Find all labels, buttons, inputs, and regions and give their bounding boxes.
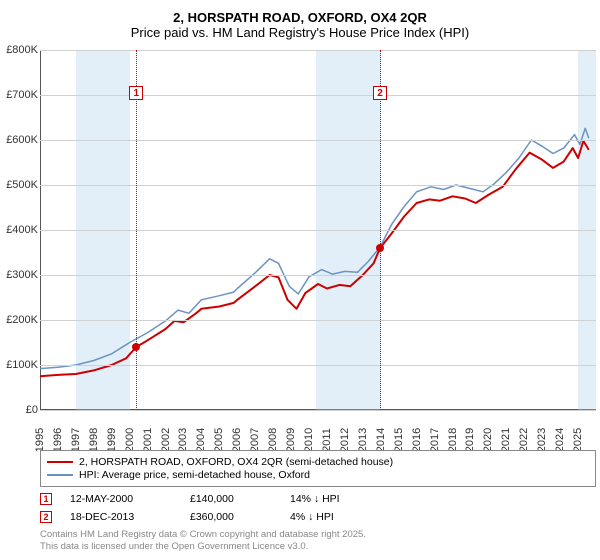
x-tick-label: 2002: [160, 428, 172, 452]
footer-line1: Contains HM Land Registry data © Crown c…: [40, 529, 596, 541]
transaction-list: 1 12-MAY-2000£140,00014% ↓ HPI 2 18-DEC-201…: [40, 493, 596, 523]
x-tick-label: 2018: [447, 428, 459, 452]
legend-item: 2, HORSPATH ROAD, OXFORD, OX4 2QR (semi-…: [47, 456, 589, 468]
transaction-marker: 2: [40, 511, 52, 523]
series-line-hpi: [40, 128, 589, 368]
x-tick-label: 2004: [195, 428, 207, 452]
y-tick-label: £400K: [6, 224, 38, 236]
x-tick-label: 2019: [464, 428, 476, 452]
x-tick-label: 2020: [482, 428, 494, 452]
transaction-row: 1 12-MAY-2000£140,00014% ↓ HPI: [40, 493, 596, 505]
transaction-row: 2 18-DEC-2013£360,0004% ↓ HPI: [40, 511, 596, 523]
x-tick-label: 1999: [106, 428, 118, 452]
event-vline: [136, 50, 137, 410]
x-tick-label: 2013: [357, 428, 369, 452]
y-tick-label: £600K: [6, 134, 38, 146]
x-tick-label: 2012: [339, 428, 351, 452]
chart-container: 2, HORSPATH ROAD, OXFORD, OX4 2QR Price …: [0, 0, 600, 560]
x-tick-label: 2022: [518, 428, 530, 452]
x-tick-label: 2001: [142, 428, 154, 452]
footer-attribution: Contains HM Land Registry data © Crown c…: [40, 529, 596, 553]
transaction-dot: [132, 343, 140, 351]
x-tick-label: 2008: [267, 428, 279, 452]
legend-label: 2, HORSPATH ROAD, OXFORD, OX4 2QR (semi-…: [79, 456, 393, 468]
x-tick-label: 2024: [554, 428, 566, 452]
footer-line2: This data is licensed under the Open Gov…: [40, 541, 596, 553]
x-tick-label: 2023: [536, 428, 548, 452]
x-tick-label: 2011: [321, 428, 333, 452]
plot-area: £0£100K£200K£300K£400K£500K£600K£700K£80…: [40, 50, 596, 410]
x-axis: 1995199619971998199920002001200220032004…: [40, 410, 596, 454]
chart-subtitle: Price paid vs. HM Land Registry's House …: [10, 25, 590, 40]
x-tick-label: 2007: [249, 428, 261, 452]
x-tick-label: 2003: [177, 428, 189, 452]
x-tick-label: 1996: [52, 428, 64, 452]
event-marker-box: 2: [373, 86, 387, 100]
event-vline: [380, 50, 381, 410]
legend-swatch: [47, 461, 73, 463]
x-tick-label: 2000: [124, 428, 136, 452]
transaction-price: £360,000: [190, 511, 290, 523]
y-tick-label: £800K: [6, 44, 38, 56]
x-tick-label: 2010: [303, 428, 315, 452]
transaction-marker: 1: [40, 493, 52, 505]
legend-and-footer: 2, HORSPATH ROAD, OXFORD, OX4 2QR (semi-…: [40, 450, 596, 553]
x-tick-label: 2025: [572, 428, 584, 452]
chart-title: 2, HORSPATH ROAD, OXFORD, OX4 2QR: [10, 10, 590, 25]
x-tick-label: 2017: [429, 428, 441, 452]
x-tick-label: 1997: [70, 428, 82, 452]
x-tick-label: 1998: [88, 428, 100, 452]
x-tick-label: 2006: [231, 428, 243, 452]
x-tick-label: 2015: [393, 428, 405, 452]
y-axis: £0£100K£200K£300K£400K£500K£600K£700K£80…: [0, 50, 40, 410]
y-tick-label: £700K: [6, 89, 38, 101]
y-tick-label: £300K: [6, 269, 38, 281]
transaction-delta: 4% ↓ HPI: [290, 511, 334, 523]
series-line-price_paid: [40, 141, 589, 376]
y-tick-label: £0: [26, 404, 38, 416]
legend-label: HPI: Average price, semi-detached house,…: [79, 469, 310, 481]
x-tick-label: 2016: [411, 428, 423, 452]
x-tick-label: 1995: [34, 428, 46, 452]
x-tick-label: 2009: [285, 428, 297, 452]
y-tick-label: £100K: [6, 359, 38, 371]
transaction-dot: [376, 244, 384, 252]
transaction-date: 12-MAY-2000: [70, 493, 190, 505]
x-tick-label: 2014: [375, 428, 387, 452]
legend-box: 2, HORSPATH ROAD, OXFORD, OX4 2QR (semi-…: [40, 450, 596, 487]
y-tick-label: £500K: [6, 179, 38, 191]
event-marker-box: 1: [129, 86, 143, 100]
legend-item: HPI: Average price, semi-detached house,…: [47, 469, 589, 481]
legend-swatch: [47, 474, 73, 476]
x-tick-label: 2021: [500, 428, 512, 452]
transaction-date: 18-DEC-2013: [70, 511, 190, 523]
title-area: 2, HORSPATH ROAD, OXFORD, OX4 2QR Price …: [0, 0, 600, 44]
y-tick-label: £200K: [6, 314, 38, 326]
transaction-price: £140,000: [190, 493, 290, 505]
transaction-delta: 14% ↓ HPI: [290, 493, 340, 505]
x-tick-label: 2005: [213, 428, 225, 452]
